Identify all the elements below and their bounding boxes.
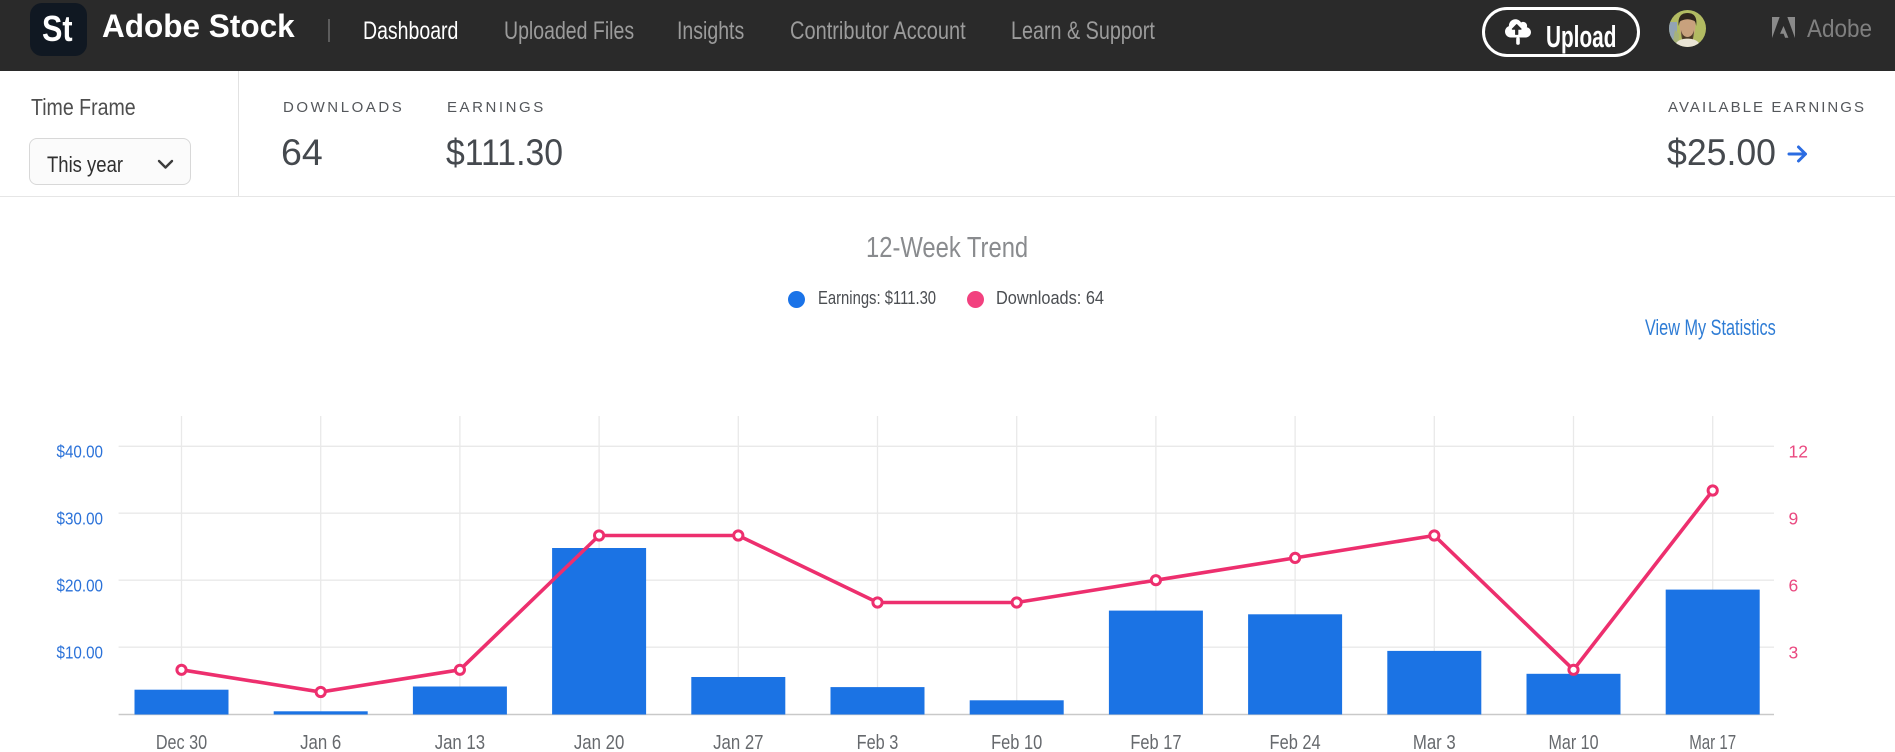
svg-text:6: 6 bbox=[1789, 575, 1799, 595]
svg-text:Feb 10: Feb 10 bbox=[991, 732, 1042, 752]
svg-text:Jan 27: Jan 27 bbox=[713, 732, 763, 752]
svg-text:Mar 17: Mar 17 bbox=[1689, 732, 1736, 752]
svg-text:9: 9 bbox=[1789, 508, 1799, 528]
svg-text:Jan 13: Jan 13 bbox=[435, 732, 485, 752]
svg-text:Jan 6: Jan 6 bbox=[300, 732, 341, 752]
svg-text:$10.00: $10.00 bbox=[57, 642, 104, 662]
svg-text:$20.00: $20.00 bbox=[57, 575, 104, 595]
svg-text:3: 3 bbox=[1789, 642, 1799, 662]
svg-text:$30.00: $30.00 bbox=[57, 508, 104, 528]
svg-text:Mar 3: Mar 3 bbox=[1413, 732, 1456, 752]
svg-text:Feb 24: Feb 24 bbox=[1270, 732, 1321, 752]
svg-text:Dec 30: Dec 30 bbox=[156, 732, 207, 752]
svg-text:Mar 10: Mar 10 bbox=[1549, 732, 1599, 752]
svg-text:12: 12 bbox=[1789, 442, 1808, 462]
svg-text:Feb 17: Feb 17 bbox=[1130, 732, 1181, 752]
svg-text:Jan 20: Jan 20 bbox=[574, 732, 624, 752]
svg-text:Feb 3: Feb 3 bbox=[857, 732, 899, 752]
svg-text:$40.00: $40.00 bbox=[57, 442, 104, 462]
